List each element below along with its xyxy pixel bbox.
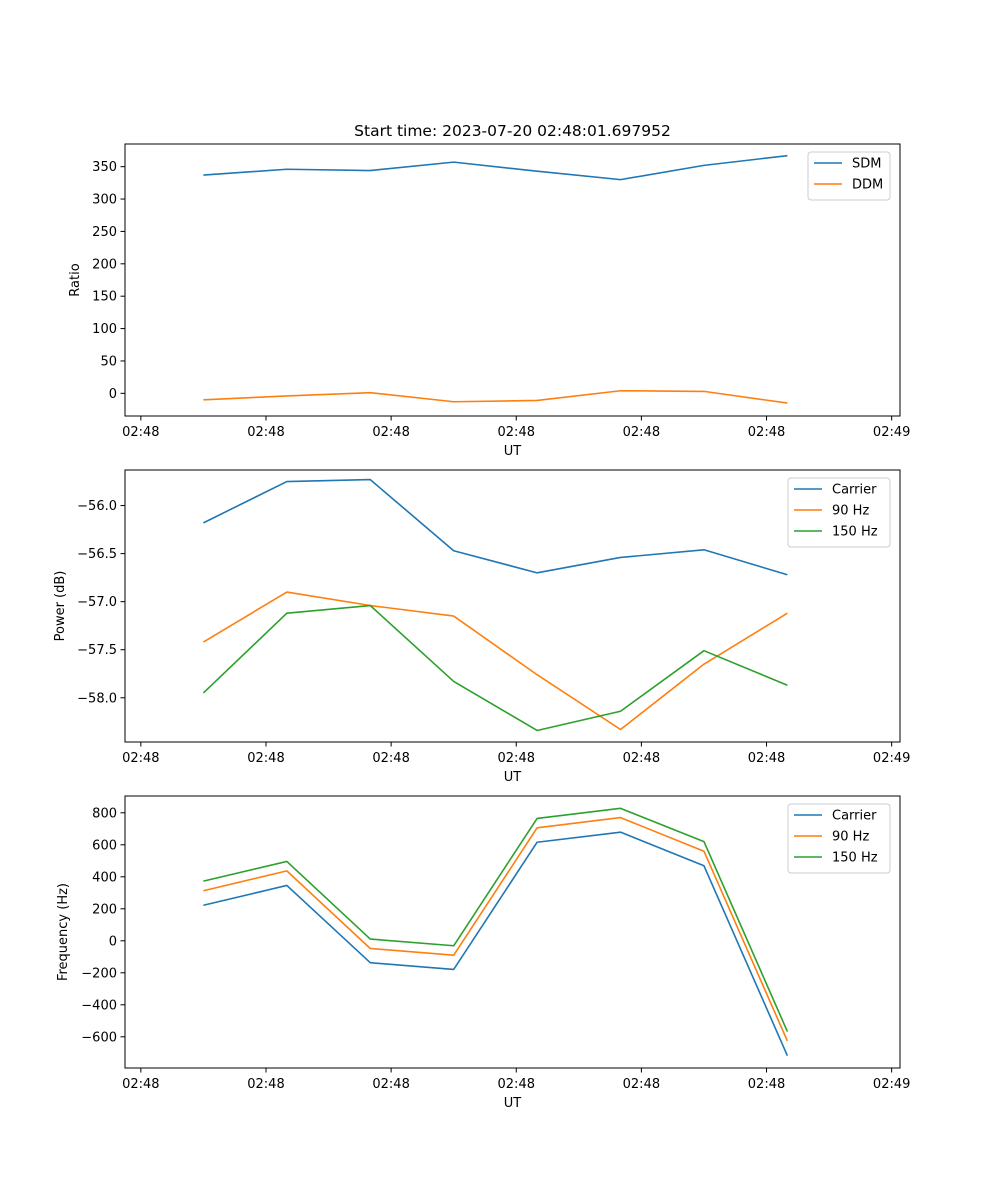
frequency-ytick-label: 400 xyxy=(92,870,117,885)
power-ytick-label: −56.5 xyxy=(77,547,117,562)
frequency-xtick-label: 02:48 xyxy=(372,1077,409,1092)
frequency-ytick-label: 600 xyxy=(92,838,117,853)
power-xtick-label: 02:48 xyxy=(122,751,159,766)
frequency-xtick-label: 02:48 xyxy=(247,1077,284,1092)
ratio-xtick-label: 02:48 xyxy=(372,425,409,440)
power-xtick-label: 02:49 xyxy=(873,751,910,766)
frequency-y-axis-label: Frequency (Hz) xyxy=(56,883,71,981)
frequency-panel: −600 −400 −200 0 200 400 600 800 02:48 02:48 02:48… xyxy=(56,795,910,1111)
power-legend-label: 150 Hz xyxy=(832,525,878,540)
ratio-y-axis-label: Ratio xyxy=(68,263,83,296)
power-axes-frame xyxy=(124,469,901,743)
frequency-ytick-label: 800 xyxy=(92,806,117,821)
ratio-legend-label: SDM xyxy=(852,157,881,172)
power-ytick-label: −56.0 xyxy=(77,499,117,514)
power-series-90-hz-line xyxy=(203,591,788,731)
ratio-axes-frame xyxy=(124,143,901,417)
figure-title: Start time: 2023-07-20 02:48:01.697952 xyxy=(354,122,671,140)
power-ytick-label: −57.0 xyxy=(77,595,117,610)
frequency-ytick-label: −600 xyxy=(81,1030,117,1045)
power-y-axis-label: Power (dB) xyxy=(53,571,68,642)
frequency-series-90-hz-line xyxy=(203,816,789,1042)
power-series-150-hz-line xyxy=(202,604,788,732)
ratio-xtick-label: 02:48 xyxy=(623,425,660,440)
ratio-series-sdm-line xyxy=(203,154,788,181)
ratio-ytick-label: 150 xyxy=(92,290,117,305)
frequency-ytick-label: 0 xyxy=(109,934,117,949)
power-legend-box xyxy=(787,477,891,548)
ratio-ytick-label: 300 xyxy=(92,193,117,208)
ratio-xtick-label: 02:48 xyxy=(498,425,535,440)
frequency-ytick-label: −400 xyxy=(81,998,117,1013)
power-xtick-label: 02:48 xyxy=(623,751,660,766)
frequency-axes-frame xyxy=(124,795,901,1069)
ratio-xtick-label: 02:48 xyxy=(748,425,785,440)
power-legend-label: 90 Hz xyxy=(832,504,869,519)
ratio-ytick-label: 250 xyxy=(92,225,117,240)
frequency-xtick-label: 02:48 xyxy=(498,1077,535,1092)
power-xtick-label: 02:48 xyxy=(372,751,409,766)
frequency-legend-label: Carrier xyxy=(832,809,877,824)
ratio-legend-box xyxy=(807,151,891,201)
ratio-ytick-label: 200 xyxy=(92,257,117,272)
ratio-ytick-label: 0 xyxy=(109,387,117,402)
frequency-xtick-label: 02:49 xyxy=(873,1077,910,1092)
ratio-xtick-label: 02:48 xyxy=(247,425,284,440)
frequency-ytick-label: 200 xyxy=(92,902,117,917)
ratio-panel: 0 50 100 150 200 250 300 350 02:48 02:48 02:48 02:4… xyxy=(68,143,910,459)
frequency-legend-box xyxy=(787,803,891,874)
power-panel: −58.0 −57.5 −57.0 −56.5 −56.0 02:48 02:48 02:48… xyxy=(53,469,910,785)
power-ytick-label: −58.0 xyxy=(77,691,117,706)
frequency-series-carrier-line xyxy=(203,831,789,1057)
ratio-ytick-label: 50 xyxy=(100,354,117,369)
frequency-legend-label: 90 Hz xyxy=(832,830,869,845)
frequency-ytick-label: −200 xyxy=(81,966,117,981)
power-series-carrier-line xyxy=(203,478,788,576)
ratio-xtick-label: 02:49 xyxy=(873,425,910,440)
power-x-axis-label: UT xyxy=(504,770,522,785)
ratio-ytick-label: 100 xyxy=(92,322,117,337)
power-legend-label: Carrier xyxy=(832,483,877,498)
ratio-ytick-label: 350 xyxy=(92,160,117,175)
frequency-series-150-hz-line xyxy=(203,807,789,1032)
power-ytick-label: −57.5 xyxy=(77,643,117,658)
power-xtick-label: 02:48 xyxy=(498,751,535,766)
ratio-legend-label: DDM xyxy=(852,178,883,193)
frequency-x-axis-label: UT xyxy=(504,1096,522,1111)
ratio-x-axis-label: UT xyxy=(504,444,522,459)
frequency-xtick-label: 02:48 xyxy=(748,1077,785,1092)
ratio-series-ddm-line xyxy=(203,389,788,404)
frequency-legend-label: 150 Hz xyxy=(832,851,878,866)
frequency-xtick-label: 02:48 xyxy=(623,1077,660,1092)
frequency-xtick-label: 02:48 xyxy=(122,1077,159,1092)
power-xtick-label: 02:48 xyxy=(247,751,284,766)
ratio-xtick-label: 02:48 xyxy=(122,425,159,440)
power-xtick-label: 02:48 xyxy=(748,751,785,766)
